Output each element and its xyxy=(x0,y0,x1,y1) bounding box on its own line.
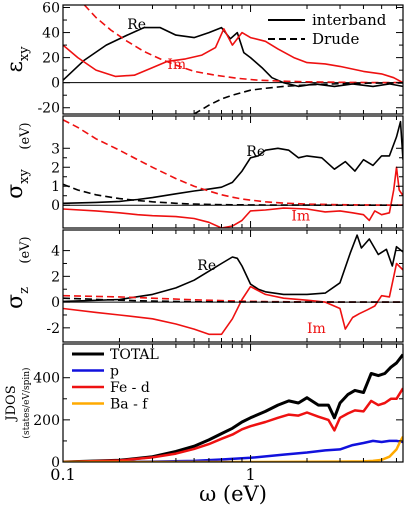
series-line-1 xyxy=(63,26,403,88)
annotation-label: Re xyxy=(197,258,216,274)
y-tick-label: 40 xyxy=(42,26,60,42)
y-axis-label: σz xyxy=(3,287,32,309)
y-tick-label: 2 xyxy=(51,160,60,176)
y-label-main: ε xyxy=(3,61,28,72)
annotation-label: Im xyxy=(167,57,186,73)
y-tick-label: 0 xyxy=(51,455,60,471)
series-line-4 xyxy=(63,183,403,206)
x-tick-label: 0.1 xyxy=(50,465,75,484)
annotation-label: Im xyxy=(307,321,326,337)
series-line-2 xyxy=(63,27,403,84)
y-axis-label: εxy xyxy=(3,46,32,73)
series-line-fe-d xyxy=(63,387,403,462)
y-label-sub: z xyxy=(17,287,32,294)
y-tick-label: 200 xyxy=(33,413,60,429)
legend-label: p xyxy=(110,364,119,380)
annotation-label: Re xyxy=(246,144,265,160)
y-axis-unit: (eV) xyxy=(18,236,33,263)
y-tick-label: 2 xyxy=(51,269,60,285)
y-tick-label: 1 xyxy=(51,179,60,195)
y-label-sub: xy xyxy=(17,168,32,183)
y-tick-label: 20 xyxy=(42,51,60,67)
y-tick-label: 400 xyxy=(33,371,60,387)
y-tick-label: 3 xyxy=(51,141,60,157)
y-axis-label: JDOS xyxy=(4,385,19,422)
y-label-main: σ xyxy=(3,294,28,309)
legend-label: Drude xyxy=(312,30,359,48)
legend-label: Ba - f xyxy=(110,397,149,413)
panel-frame xyxy=(62,229,404,343)
y-label-sub: xy xyxy=(17,46,32,61)
legend-label: interband xyxy=(312,11,387,29)
series-line-4 xyxy=(193,82,403,114)
y-tick-label: -2 xyxy=(46,321,60,337)
panel-frame xyxy=(62,115,404,229)
series-line-3 xyxy=(83,5,403,84)
series-line-p xyxy=(63,439,403,462)
y-tick-label: 4 xyxy=(51,244,60,260)
series-line-1 xyxy=(63,234,403,303)
annotation-label: Im xyxy=(291,208,310,224)
series-group xyxy=(63,234,403,336)
y-tick-label: 60 xyxy=(42,1,60,17)
y-tick-label: -20 xyxy=(37,101,60,117)
y-tick-label: 0 xyxy=(51,198,60,214)
y-axis-unit: (eV) xyxy=(18,122,33,149)
y-tick-label: 0 xyxy=(51,76,60,92)
series-group xyxy=(63,119,403,228)
y-label-main: σ xyxy=(3,184,28,199)
series-group xyxy=(63,5,403,114)
panel-frame xyxy=(62,343,404,463)
series-line-2 xyxy=(63,166,403,228)
x-tick-label: 1 xyxy=(245,465,255,484)
y-axis-label: σxy xyxy=(3,168,32,198)
series-line-3 xyxy=(63,119,403,206)
annotation-label: Re xyxy=(127,17,146,33)
panel-2: 0 1 2 3 σxy (eV) Re Im xyxy=(3,115,404,229)
panel-frame xyxy=(62,4,404,115)
legend-label: Fe - d xyxy=(110,380,150,396)
series-line-total xyxy=(63,353,403,462)
x-axis-label: ω (eV) xyxy=(199,482,267,506)
y-tick-label: 0 xyxy=(51,295,60,311)
panel-3: -2 0 2 4 σz (eV) Re Im xyxy=(3,229,404,343)
series-line-1 xyxy=(63,120,403,205)
legend-label: TOTAL xyxy=(110,347,159,363)
y-axis-unit: (states/eV/spin) xyxy=(21,367,32,438)
series-line-2 xyxy=(63,262,403,336)
